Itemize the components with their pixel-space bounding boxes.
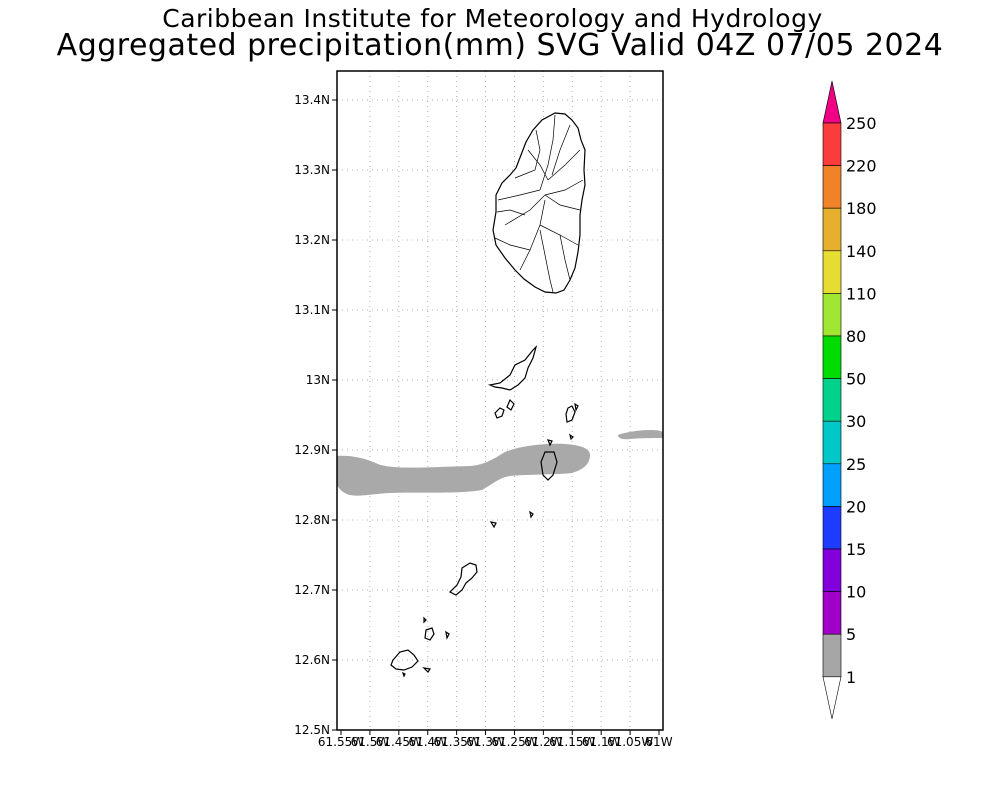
colorbar-swatch [822, 506, 842, 550]
colorbar-swatch [822, 633, 842, 678]
colorbar-label: 5 [846, 625, 856, 644]
lon-tick-label: 61.15W [549, 735, 595, 749]
colorbar-label: 110 [846, 284, 877, 303]
colorbar-label: 220 [846, 157, 877, 176]
colorbar-legend: 250 220 180 140 110 80 50 30 25 20 15 10 5 1 [822, 80, 877, 719]
colorbar-swatch [822, 335, 842, 379]
island-grenadines [390, 344, 579, 678]
colorbar-label: 20 [846, 497, 866, 516]
lat-axis: 13.4N 13.3N 13.2N 13.1N 13N 12.9N 12.8N 12.7N 12… [294, 93, 337, 737]
colorbar-swatch [822, 463, 842, 507]
colorbar-swatch [822, 420, 842, 465]
colorbar-label: 15 [846, 540, 866, 559]
colorbar-swatch [822, 122, 842, 166]
lon-tick-label: 61.05W [607, 735, 653, 749]
lon-axis: 61.55W61.5W61.45W61.4W61.35W61.3W61.25W6… [318, 730, 673, 749]
lon-tick-label: 61.3W [466, 735, 505, 749]
lat-tick-label: 12.9N [294, 443, 330, 457]
chart-title: Caribbean Institute for Meteorology and … [162, 4, 823, 33]
lat-tick-label: 12.5N [294, 723, 330, 737]
colorbar-swatch [822, 165, 842, 209]
lat-tick-label: 13N [306, 373, 330, 387]
lat-tick-label: 13.4N [294, 93, 330, 107]
lon-tick-label: 61.35W [434, 735, 480, 749]
precip-area-east [618, 430, 663, 440]
colorbar-label: 140 [846, 242, 877, 261]
colorbar-swatch [822, 548, 842, 592]
lon-tick-label: 61.1W [582, 735, 621, 749]
lat-tick-label: 12.8N [294, 513, 330, 527]
chart-subtitle: Aggregated precipitation(mm) SVG Valid 0… [56, 28, 944, 63]
colorbar-label: 250 [846, 114, 877, 133]
lat-tick-label: 13.3N [294, 163, 330, 177]
lat-tick-label: 13.2N [294, 233, 330, 247]
colorbar-label: 50 [846, 370, 866, 389]
island-st-vincent [492, 112, 586, 294]
colorbar-lower-arrow [822, 676, 842, 719]
lon-tick-label: 61.55W [318, 735, 364, 749]
lon-tick-label: 61.5W [351, 735, 390, 749]
colorbar-swatch [822, 378, 842, 422]
lon-tick-label: 61.25W [491, 735, 537, 749]
colorbar-swatch [822, 591, 842, 635]
colorbar-label: 80 [846, 327, 866, 346]
colorbar-swatch [822, 207, 842, 252]
precip-area-main [337, 443, 590, 496]
colorbar-swatch [822, 250, 842, 294]
lon-tick-label: 61W [645, 735, 672, 749]
map-area [337, 71, 663, 730]
colorbar-label: 10 [846, 583, 866, 602]
colorbar-upper-arrow [822, 80, 842, 124]
lon-tick-label: 61.45W [376, 735, 422, 749]
lat-tick-label: 12.6N [294, 653, 330, 667]
colorbar-label: 25 [846, 455, 866, 474]
lon-tick-label: 61.4W [408, 735, 447, 749]
lon-tick-label: 61.2W [524, 735, 563, 749]
lat-tick-label: 12.7N [294, 583, 330, 597]
lat-tick-label: 13.1N [294, 303, 330, 317]
colorbar-swatch [822, 293, 842, 337]
colorbar-label: 30 [846, 412, 866, 431]
colorbar-label: 180 [846, 199, 877, 218]
colorbar-label: 1 [846, 668, 856, 687]
plot-frame [336, 70, 664, 731]
